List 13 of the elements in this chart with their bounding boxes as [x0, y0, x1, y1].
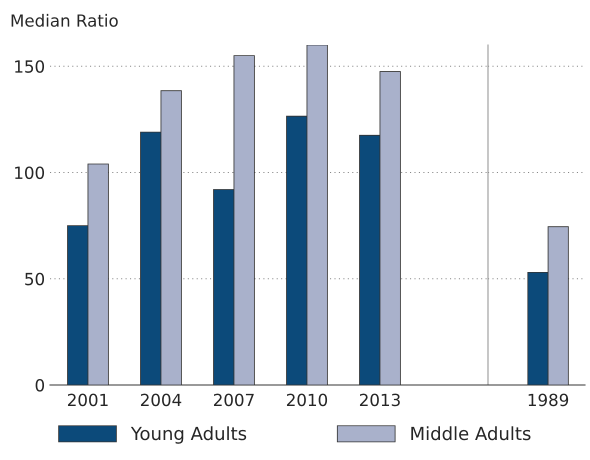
legend-label: Middle Adults: [411, 426, 530, 440]
x-tick-label: 1989: [528, 394, 568, 406]
y-tick-label: 100: [15, 166, 44, 180]
legend-label: Young Adults: [130, 426, 246, 444]
x-tick-label: 2013: [360, 394, 400, 406]
y-tick-label: 50: [25, 272, 44, 286]
x-tick-label: 2007: [214, 394, 254, 406]
chart-title: Median Ratio: [12, 14, 118, 27]
x-tick-label: 2004: [140, 394, 182, 406]
x-tick-label: 2001: [68, 394, 108, 406]
x-tick-label: 2010: [286, 394, 328, 406]
y-tick-label: 150: [15, 60, 44, 73]
y-tick-label: 0: [36, 378, 44, 392]
